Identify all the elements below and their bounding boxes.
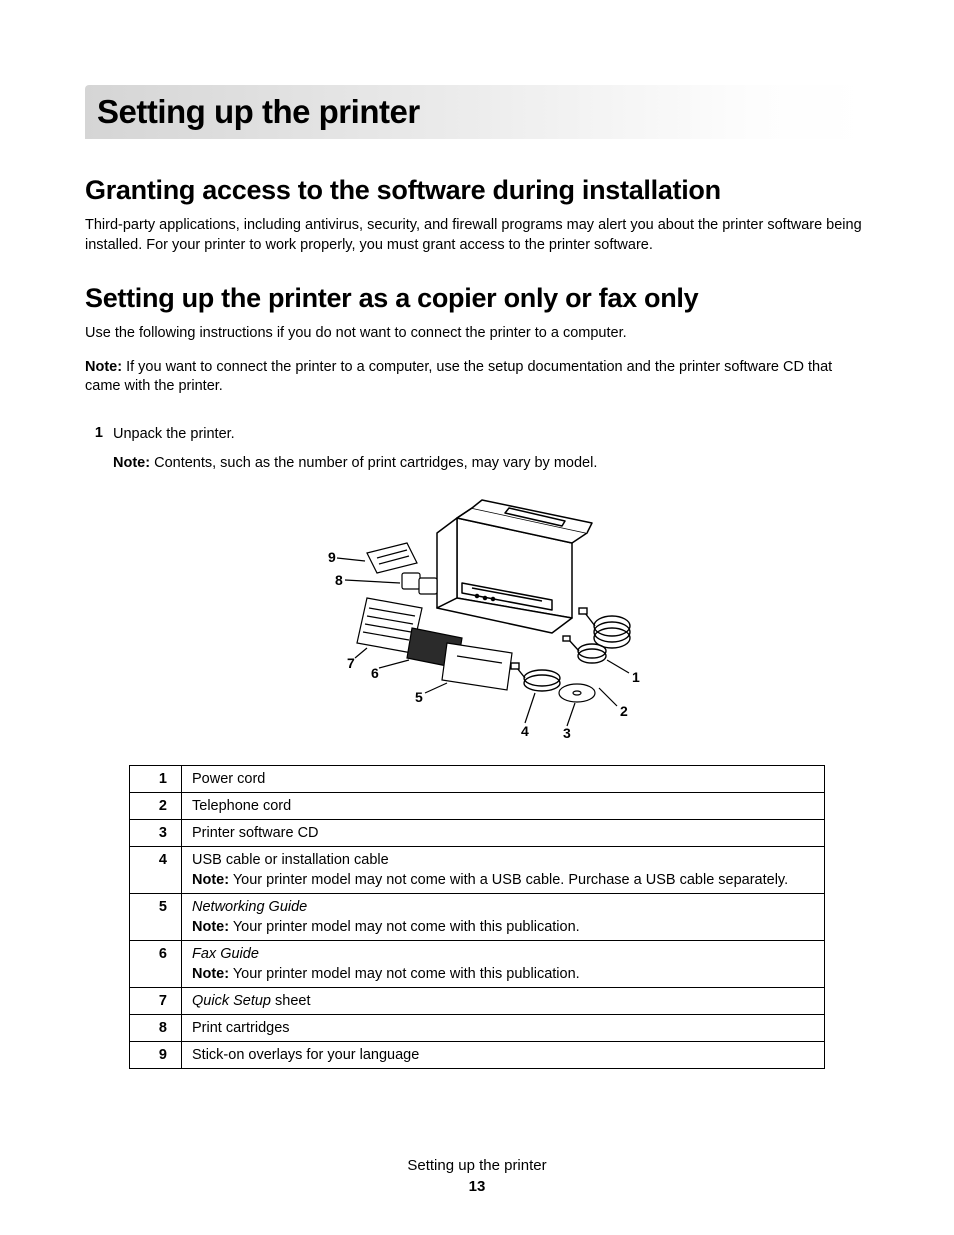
table-row: 1 Power cord (130, 765, 825, 792)
part-number: 2 (130, 792, 182, 819)
label-8: 8 (335, 572, 343, 588)
part-desc: Power cord (182, 765, 825, 792)
note-label: Note: (192, 919, 229, 935)
part-number: 5 (130, 893, 182, 940)
section2-title: Setting up the printer as a copier only … (85, 283, 869, 314)
part-desc: Fax Guide Note: Your printer model may n… (182, 940, 825, 987)
label-3: 3 (563, 725, 571, 741)
note-label: Note: (192, 966, 229, 982)
label-9: 9 (328, 549, 336, 565)
note-text: Your printer model may not come with thi… (229, 966, 580, 982)
step-text: Unpack the printer. (113, 425, 869, 445)
part-number: 8 (130, 1014, 182, 1041)
part-note: Note: Your printer model may not come wi… (192, 872, 814, 888)
label-2: 2 (620, 703, 628, 719)
printer-contents-illustration: 9 8 7 6 5 4 3 2 1 (307, 488, 647, 743)
label-7: 7 (347, 655, 355, 671)
part-number: 1 (130, 765, 182, 792)
part-desc: Networking Guide Note: Your printer mode… (182, 893, 825, 940)
part-note: Note: Your printer model may not come wi… (192, 966, 814, 982)
part-desc: Stick-on overlays for your language (182, 1041, 825, 1068)
part-number: 7 (130, 987, 182, 1014)
section1-body: Third-party applications, including anti… (85, 216, 869, 255)
table-row: 7 Quick Setup sheet (130, 987, 825, 1014)
part-desc: Quick Setup sheet (182, 987, 825, 1014)
step-number: 1 (85, 425, 113, 441)
note-text: If you want to connect the printer to a … (85, 359, 832, 395)
label-1: 1 (632, 669, 640, 685)
footer-page-number: 13 (0, 1178, 954, 1195)
table-row: 3 Printer software CD (130, 819, 825, 846)
note-text: Your printer model may not come with a U… (229, 872, 788, 888)
note-label: Note: (113, 455, 150, 471)
chapter-title: Setting up the printer (85, 85, 869, 139)
part-desc-suffix: sheet (271, 993, 311, 1009)
table-row: 6 Fax Guide Note: Your printer model may… (130, 940, 825, 987)
part-desc: Print cartridges (182, 1014, 825, 1041)
part-desc-text: Quick Setup (192, 993, 271, 1009)
part-note: Note: Your printer model may not come wi… (192, 919, 814, 935)
table-row: 9 Stick-on overlays for your language (130, 1041, 825, 1068)
table-row: 4 USB cable or installation cable Note: … (130, 846, 825, 893)
note-text: Contents, such as the number of print ca… (150, 455, 597, 471)
part-desc: USB cable or installation cable Note: Yo… (182, 846, 825, 893)
note-label: Note: (85, 359, 122, 375)
table-row: 2 Telephone cord (130, 792, 825, 819)
part-desc: Printer software CD (182, 819, 825, 846)
label-5: 5 (415, 689, 423, 705)
note-text: Your printer model may not come with thi… (229, 919, 580, 935)
part-desc-text: USB cable or installation cable (192, 852, 389, 868)
step-1: 1 Unpack the printer. (85, 425, 869, 445)
label-4: 4 (521, 723, 529, 739)
part-number: 9 (130, 1041, 182, 1068)
part-desc: Telephone cord (182, 792, 825, 819)
section2-intro: Use the following instructions if you do… (85, 324, 869, 344)
unpack-diagram: 9 8 7 6 5 4 3 2 1 (85, 488, 869, 743)
note-label: Note: (192, 872, 229, 888)
footer-section-title: Setting up the printer (0, 1157, 954, 1174)
page-footer: Setting up the printer 13 (0, 1157, 954, 1195)
table-row: 8 Print cartridges (130, 1014, 825, 1041)
section1-title: Granting access to the software during i… (85, 175, 869, 206)
label-6: 6 (371, 665, 379, 681)
part-number: 4 (130, 846, 182, 893)
section2-note: Note: If you want to connect the printer… (85, 358, 869, 397)
part-number: 3 (130, 819, 182, 846)
table-row: 5 Networking Guide Note: Your printer mo… (130, 893, 825, 940)
parts-table: 1 Power cord 2 Telephone cord 3 Printer … (129, 765, 825, 1069)
part-desc-text: Networking Guide (192, 899, 307, 915)
part-number: 6 (130, 940, 182, 987)
part-desc-text: Fax Guide (192, 946, 259, 962)
step-1-note: Note: Contents, such as the number of pr… (113, 454, 869, 474)
